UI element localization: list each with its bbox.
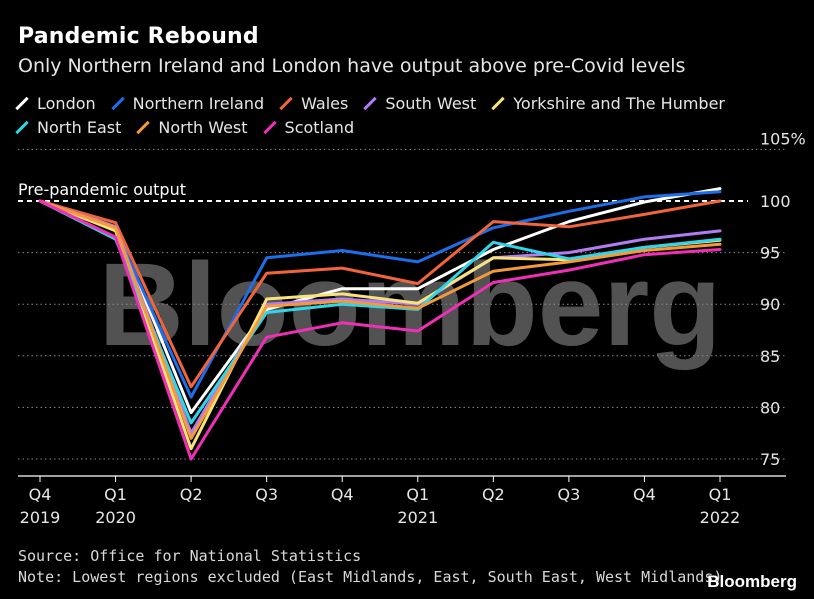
x-tick-label: Q4 xyxy=(29,485,52,504)
page-subtitle: Only Northern Ireland and London have ou… xyxy=(18,55,686,77)
y-tick-label: 105% xyxy=(760,129,806,148)
x-tick-label: Q3 xyxy=(255,485,278,504)
bloomberg-logo: Bloomberg xyxy=(707,572,797,591)
legend-label: London xyxy=(37,93,96,113)
legend-item: Northern Ireland xyxy=(110,92,264,114)
legend-item: South West xyxy=(362,92,476,114)
y-tick-label: 80 xyxy=(760,398,780,417)
legend-label: South West xyxy=(385,93,477,113)
x-tick-label: Q1 xyxy=(709,485,732,504)
series-line-london xyxy=(38,187,722,415)
legend-label: Wales xyxy=(301,93,349,113)
x-tick-label: Q1 xyxy=(406,485,429,504)
x-tick-year-label: 2020 xyxy=(95,508,136,527)
x-tick-label: Q4 xyxy=(331,485,354,504)
x-tick-year-label: 2019 xyxy=(20,508,61,527)
x-tick-label: Q3 xyxy=(557,485,580,504)
y-tick-label: 85 xyxy=(760,347,780,366)
series-line-northern-ireland xyxy=(38,190,722,399)
x-tick-label: Q2 xyxy=(482,485,505,504)
series-line-north-west xyxy=(38,199,722,440)
footnote: Note: Lowest regions excluded (East Midl… xyxy=(18,568,723,586)
legend-label: Yorkshire and The Humber xyxy=(513,93,725,113)
legend-item: North East xyxy=(14,116,121,138)
y-tick-label: 75 xyxy=(760,450,780,469)
source-note: Source: Office for National Statistics xyxy=(18,547,362,565)
page-title: Pandemic Rebound xyxy=(18,24,259,49)
y-tick-label: 95 xyxy=(760,244,780,263)
x-tick-year-label: 2021 xyxy=(397,508,438,527)
legend-label: North East xyxy=(37,117,122,137)
y-tick-label: 100 xyxy=(760,192,791,211)
legend-item: North West xyxy=(135,116,248,138)
legend-item: Yorkshire and The Humber xyxy=(490,92,725,114)
x-tick-label: Q2 xyxy=(180,485,203,504)
chart-legend: London Northern Ireland Wales South West Yor… xyxy=(14,92,804,138)
x-tick-year-label: 2022 xyxy=(700,508,741,527)
legend-label: Northern Ireland xyxy=(132,93,265,113)
y-tick-label: 90 xyxy=(760,295,780,314)
reference-line-label: Pre-pandemic output xyxy=(18,180,186,199)
series-line-scotland xyxy=(38,199,722,461)
x-tick-label: Q4 xyxy=(633,485,656,504)
legend-label: North West xyxy=(158,117,248,137)
legend-item: London xyxy=(14,92,96,114)
x-tick-label: Q1 xyxy=(104,485,127,504)
legend-label: Scotland xyxy=(284,117,355,137)
series-line-wales xyxy=(38,199,722,389)
legend-item: Wales xyxy=(278,92,348,114)
legend-item: Scotland xyxy=(262,116,355,138)
